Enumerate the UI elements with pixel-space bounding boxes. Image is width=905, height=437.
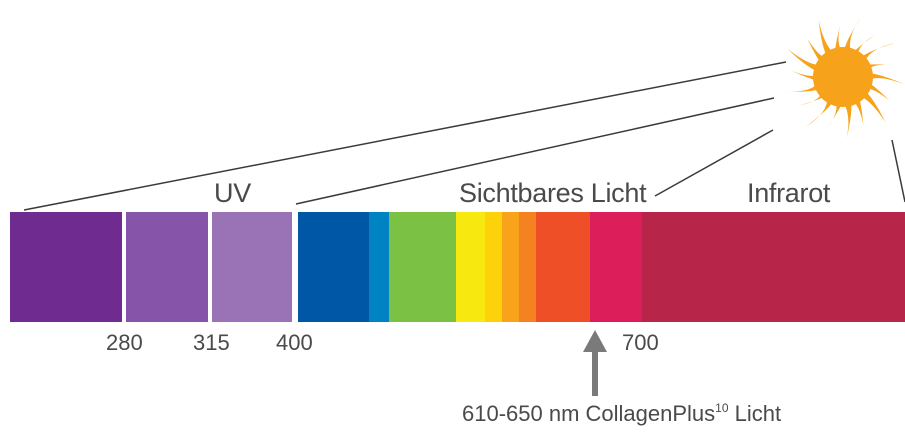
callout-arrow xyxy=(583,330,607,396)
sun-ray xyxy=(858,89,886,123)
yellow-2-band xyxy=(485,212,503,322)
sun-rays-lines xyxy=(23,61,905,211)
uv-label: UV xyxy=(214,178,251,208)
sun-ray xyxy=(843,17,861,55)
pointer-line-infrared-end xyxy=(891,139,905,203)
pointer-line-infrared-start xyxy=(654,129,774,197)
infrared-band xyxy=(642,212,905,322)
sun-ray xyxy=(805,95,835,127)
orange-2-band xyxy=(519,212,537,322)
cyan-band xyxy=(369,212,390,322)
callout-text: 610-650 nm CollagenPlus xyxy=(462,401,716,426)
arrow-head xyxy=(583,330,607,352)
sun-ray xyxy=(843,99,852,139)
sun-ray xyxy=(791,70,820,82)
callout-text-end: Licht xyxy=(728,401,782,426)
visible-light-label: Sichtbares Licht xyxy=(459,178,647,208)
pointer-line-uv xyxy=(23,61,787,211)
blue-band xyxy=(298,212,370,322)
red-band xyxy=(590,212,643,322)
sun-ray xyxy=(787,49,823,73)
red-orange-band xyxy=(536,212,591,322)
arrow-shaft xyxy=(592,350,598,396)
callout-superscript: 10 xyxy=(715,401,729,415)
uv-a-band xyxy=(212,212,292,322)
sun-icon xyxy=(782,17,905,139)
tick-315: 315 xyxy=(193,330,230,355)
infrared-label: Infrarot xyxy=(747,178,831,208)
collagenplus-callout: 610-650 nm CollagenPlus10 Licht xyxy=(462,401,781,427)
uv-c-band xyxy=(10,212,122,322)
sun-ray xyxy=(834,25,843,55)
sun-ray xyxy=(866,72,905,85)
tick-280: 280 xyxy=(106,330,143,355)
sun-ray xyxy=(782,81,823,92)
orange-1-band xyxy=(502,212,520,322)
yellow-band xyxy=(456,212,486,322)
uv-b-band xyxy=(126,212,208,322)
green-band xyxy=(389,212,457,322)
tick-700: 700 xyxy=(622,330,659,355)
sun-ray xyxy=(863,64,894,73)
pointer-line-visible xyxy=(295,97,775,205)
tick-400: 400 xyxy=(276,330,313,355)
spectrum-bar xyxy=(10,212,905,322)
